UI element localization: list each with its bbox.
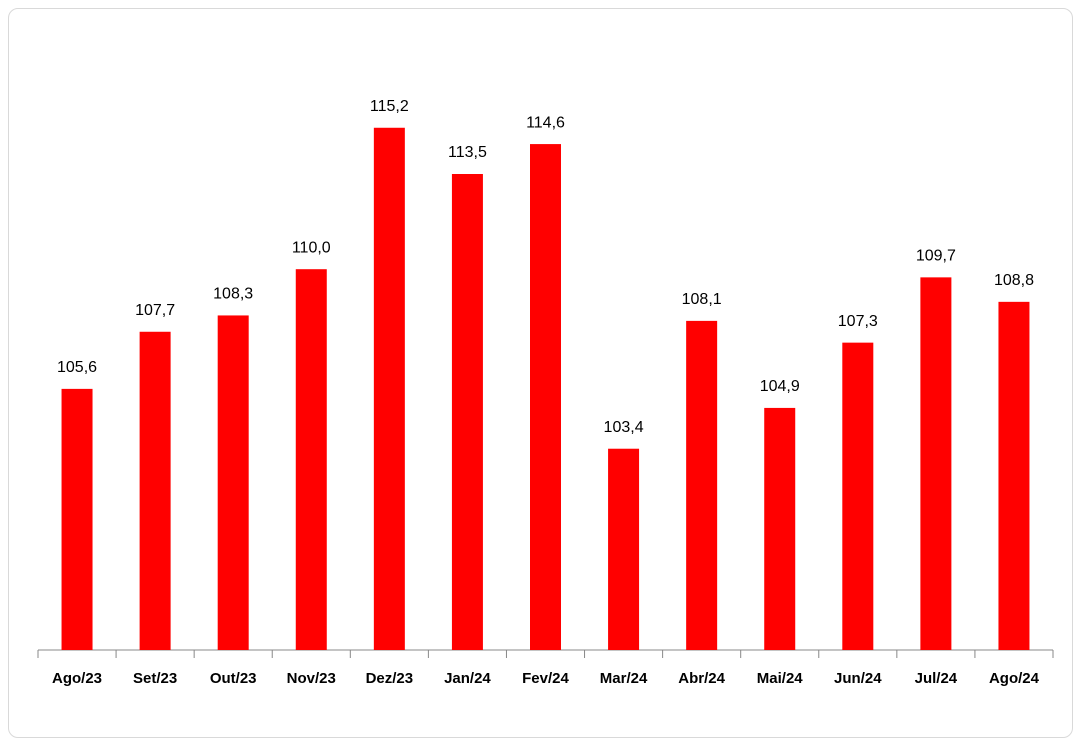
value-label: 114,6	[526, 114, 565, 131]
bar	[451, 174, 483, 650]
x-tick-label: Mai/24	[757, 670, 804, 687]
x-tick-label: Dez/23	[366, 670, 414, 687]
bar	[530, 144, 561, 650]
bar	[998, 301, 1030, 650]
value-label: 109,7	[916, 248, 956, 265]
value-label: 108,1	[682, 291, 722, 308]
value-label: 110,0	[292, 239, 331, 256]
value-label: 103,4	[604, 419, 644, 436]
value-label: 107,3	[838, 313, 878, 330]
x-tick-label: Jul/24	[915, 670, 958, 687]
bar	[842, 342, 874, 650]
x-tick-label: Out/23	[210, 670, 257, 687]
bar	[373, 127, 405, 650]
value-label: 104,9	[760, 378, 800, 395]
value-label: 108,3	[213, 286, 253, 303]
value-label: 107,7	[135, 302, 175, 319]
bar	[61, 388, 93, 650]
bar	[686, 320, 718, 650]
x-tick-label: Mar/24	[600, 670, 648, 687]
x-tick-label: Nov/23	[287, 670, 336, 687]
bar	[217, 315, 249, 650]
bar	[920, 277, 952, 650]
x-tick-label: Abr/24	[678, 670, 725, 687]
x-tick-label: Fev/24	[522, 670, 569, 687]
value-label: 108,8	[994, 272, 1034, 289]
card	[8, 8, 1073, 738]
x-tick-label: Jun/24	[834, 670, 882, 687]
x-tick-label: Ago/24	[989, 670, 1040, 687]
bar	[608, 448, 640, 650]
x-tick-label: Jan/24	[444, 670, 491, 687]
value-label: 115,2	[370, 98, 409, 115]
x-tick-label: Ago/23	[52, 670, 102, 687]
bar	[764, 407, 796, 650]
value-label: 105,6	[57, 359, 97, 376]
bar	[139, 331, 171, 650]
x-tick-label: Set/23	[133, 670, 177, 687]
bar	[295, 269, 327, 650]
value-label: 113,5	[448, 144, 487, 161]
